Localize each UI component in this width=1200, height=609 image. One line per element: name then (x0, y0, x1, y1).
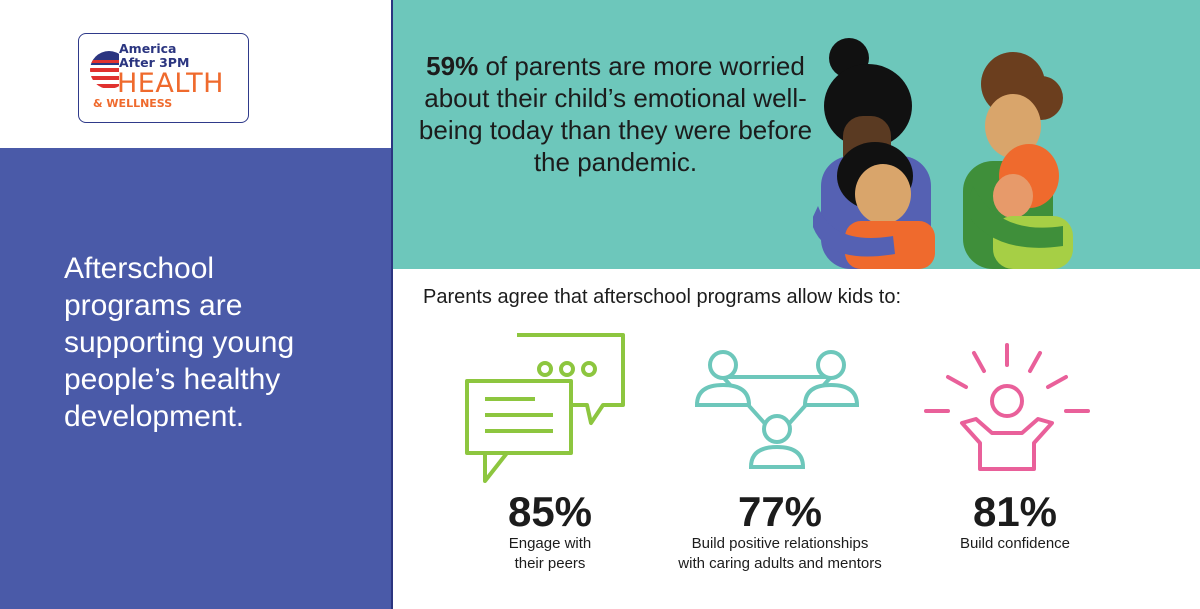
sidebar-line: supporting young (64, 326, 295, 359)
stat-value: 77% (737, 488, 823, 535)
logo-line-america: America (119, 41, 177, 56)
stat-build-confidence: 81% Build confidence (935, 490, 1095, 554)
sidebar-line: programs are (64, 289, 243, 322)
sidebar-line: Afterschool (64, 252, 215, 285)
stat-positive-relationships: 77% Build positive relationships with ca… (650, 490, 910, 574)
logo-line-after-3pm: After 3PM (119, 55, 190, 70)
stat-label-line: Engage with (508, 535, 592, 552)
sidebar-blue-panel: Afterschool programs are supporting youn… (0, 148, 392, 609)
chat-bubbles-icon (465, 333, 625, 483)
headline-text: 59% of parents are more worried about th… (413, 50, 818, 178)
stat-engage-peers: 85% Engage with their peers (470, 490, 630, 574)
left-panel: America After 3PM HEALTH & WELLNESS Afte… (0, 0, 392, 609)
flag-globe-icon (90, 51, 119, 89)
sidebar-line: people’s healthy (64, 363, 281, 396)
stat-label-line: their peers (514, 555, 586, 572)
america-after-3pm-logo: America After 3PM HEALTH & WELLNESS (78, 33, 249, 123)
stat-value: 85% (507, 488, 593, 535)
hugging-children-illustration (813, 38, 1073, 269)
sidebar-statement: Afterschool programs are supporting youn… (64, 250, 374, 435)
connected-people-icon (694, 350, 860, 469)
headline-banner: 59% of parents are more worried about th… (393, 0, 1200, 269)
cheering-person-icon (924, 343, 1090, 471)
logo-health: HEALTH (117, 68, 224, 99)
stat-label-line: Build positive relationships (691, 535, 869, 552)
vertical-divider (391, 0, 393, 609)
stat-label-line: with caring adults and mentors (678, 555, 882, 572)
headline-rest: of parents are more worried about their … (418, 51, 813, 177)
parents-agree-subheading: Parents agree that afterschool programs … (423, 286, 902, 308)
logo-area: America After 3PM HEALTH & WELLNESS (0, 0, 392, 148)
stat-label-line: Build confidence (959, 535, 1071, 552)
sidebar-line: development. (64, 400, 245, 433)
stat-value: 81% (972, 488, 1058, 535)
logo-wellness: & WELLNESS (93, 97, 173, 110)
headline-highlight: 59% (426, 51, 479, 81)
